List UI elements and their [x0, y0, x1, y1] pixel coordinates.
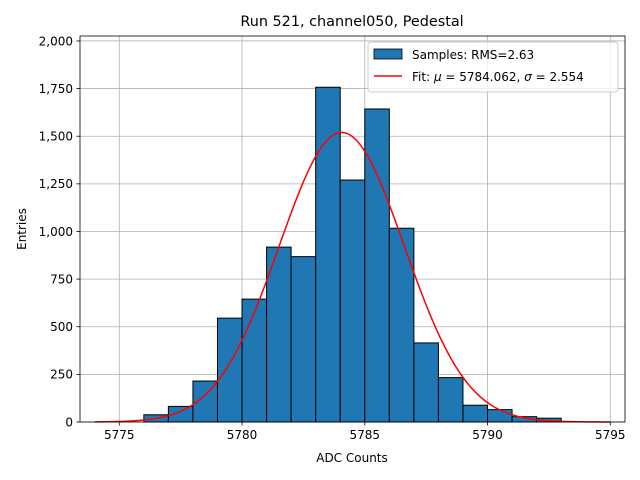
fit-label-mu-value: = 5784.062,	[442, 70, 525, 84]
fit-label-sigma-value: = 2.554	[532, 70, 584, 84]
histogram-bar	[462, 404, 489, 423]
histogram-bar	[241, 298, 268, 423]
x-tick-label: 5795	[595, 428, 626, 442]
histogram-bar	[192, 380, 218, 423]
x-axis-label: ADC Counts	[316, 451, 388, 465]
fit-label-sigma-symbol: σ	[524, 70, 532, 84]
legend-label-fit: Fit: μ = 5784.062, σ = 2.554	[412, 70, 584, 84]
fit-label-mu-symbol: μ	[433, 70, 442, 84]
histogram-bar	[315, 86, 341, 423]
y-tick-label: 1,000	[39, 225, 73, 239]
histogram-bar	[290, 256, 317, 423]
fit-curve	[94, 131, 611, 423]
y-tick-label: 1,750	[39, 82, 73, 96]
y-axis-label: Entries	[15, 208, 29, 250]
y-tick-label: 1,250	[39, 177, 73, 191]
y-tick-label: 500	[50, 320, 73, 334]
y-tick-label: 750	[50, 272, 73, 286]
chart-title: Run 521, channel050, Pedestal	[240, 14, 463, 30]
histogram-bar	[437, 377, 464, 423]
legend-box	[367, 41, 619, 93]
y-tick-label: 0	[65, 415, 73, 429]
legend-swatch-samples	[373, 48, 403, 60]
histogram-bar	[216, 317, 243, 423]
y-tick-label: 1,500	[39, 130, 73, 144]
legend-label-samples: Samples: RMS=2.63	[412, 48, 534, 62]
histogram-bar	[364, 108, 390, 423]
y-axis-ticks: 0 250 500 750 1,000 1,250 1,500 1,750 2,000	[39, 34, 80, 429]
histogram-bar	[339, 179, 366, 423]
histogram-bar	[487, 409, 513, 423]
histogram-bar	[413, 342, 439, 423]
plot-frame	[79, 35, 626, 423]
y-tick-label: 250	[50, 368, 73, 382]
y-tick-label: 2,000	[39, 34, 73, 48]
x-axis-ticks: 5775 5780 5785 5790 5795	[104, 422, 626, 442]
x-tick-label: 5785	[350, 428, 381, 442]
x-tick-label: 5775	[104, 428, 135, 442]
legend: Samples: RMS=2.63 Fit: μ = 5784.062, σ =…	[367, 41, 619, 93]
x-tick-label: 5790	[472, 428, 503, 442]
histogram-bar	[266, 246, 292, 423]
fit-label-prefix: Fit:	[412, 70, 434, 84]
x-tick-label: 5780	[227, 428, 258, 442]
histogram-bar	[388, 227, 415, 423]
